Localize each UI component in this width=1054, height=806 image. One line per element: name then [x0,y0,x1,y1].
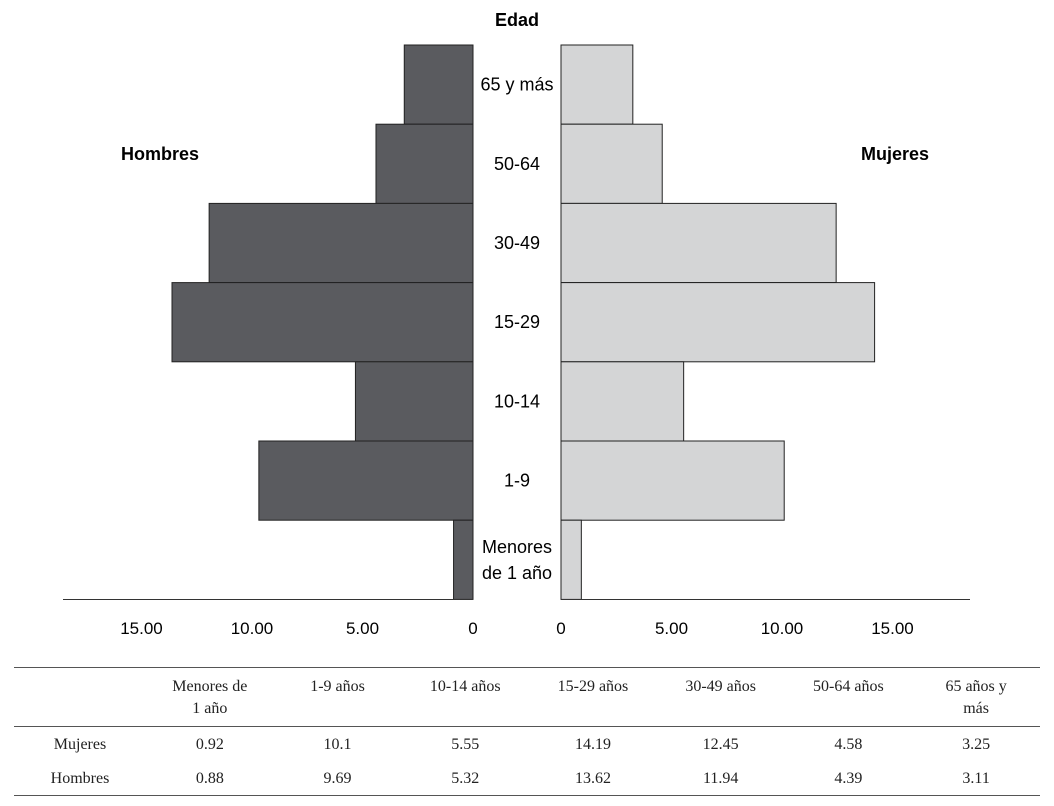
bar-mujeres [560,44,634,125]
bar-hombres [208,202,474,284]
bar-mujeres [560,361,685,442]
table-row: Hombres 0.88 9.69 5.32 13.62 11.94 4.39 … [14,761,1040,796]
age-category-label: 1-9 [504,471,530,491]
bar-hombres [453,519,474,600]
mujeres-bars [560,44,876,600]
table-cell: 12.45 [702,736,739,753]
table-header-cell: 1-9 años [310,678,365,695]
x-tick-label-left: 0 [468,619,477,638]
bar-hombres [171,282,474,363]
table-cell: 13.62 [574,770,611,787]
age-category-label: 15-29 [494,312,540,332]
bar-mujeres [560,202,837,284]
x-tick-label-right: 10.00 [761,619,804,638]
x-tick-label-left: 15.00 [120,619,163,638]
x-tick-label-right: 5.00 [655,619,688,638]
table-cell: 5.32 [451,770,480,787]
table-header-cell [14,668,146,727]
data-table-container: Menores de 1 año 1-9 años 10-14 años 15-… [14,667,1040,796]
table-header-cell: 50-64 años [813,678,884,695]
chart-title: Edad [495,10,539,30]
table-row-label: Hombres [50,770,110,787]
table-row: Mujeres 0.92 10.1 5.55 14.19 12.45 4.58 … [14,727,1040,762]
table-cell: 0.92 [195,736,224,753]
population-pyramid-chart: Edad Hombres Mujeres 65 y más 50-64 30-49 1… [63,10,970,638]
table-cell: 4.39 [834,770,863,787]
table-header-cell: Menores de 1 año [172,678,248,717]
table-cell: 10.1 [323,736,352,753]
x-tick-label-left: 5.00 [346,619,379,638]
table-cell: 0.88 [195,770,224,787]
age-category-label: 65 y más [480,75,553,95]
table-cell: 14.19 [574,736,611,753]
table-header-cell: 10-14 años [429,678,501,695]
bar-mujeres [560,123,663,204]
hombres-bars [171,44,474,600]
x-axis-ticks: 15.00 10.00 5.00 0 0 5.00 10.00 15.00 [120,619,914,638]
age-category-label: de 1 año [482,563,552,583]
data-table: Menores de 1 año 1-9 años 10-14 años 15-… [14,667,1040,796]
age-category-label: 50-64 [494,154,540,174]
age-category-labels: 65 y más 50-64 30-49 15-29 10-14 1-9 Menores de… [480,75,553,583]
bar-hombres [403,44,474,125]
age-category-label: 10-14 [494,391,540,411]
x-tick-label-right: 0 [556,619,565,638]
bar-mujeres [560,440,785,521]
table-row-label: Mujeres [53,736,107,753]
table-header-row: Menores de 1 año 1-9 años 10-14 años 15-… [14,667,1040,727]
series-label-hombres: Hombres [121,144,199,164]
age-category-label: 30-49 [494,233,540,253]
series-label-mujeres: Mujeres [861,144,929,164]
table-cell: 5.55 [451,736,480,753]
table-cell: 9.69 [323,770,352,787]
x-tick-label-right: 15.00 [871,619,914,638]
x-tick-label-left: 10.00 [231,619,274,638]
bar-hombres [258,440,474,521]
table-header-cell: 15-29 años [557,678,629,695]
age-category-label: Menores [482,537,552,557]
bar-hombres [375,123,474,204]
table-header-cell: 65 años y más [945,678,1007,717]
bar-mujeres [560,519,582,600]
table-header-cell: 30-49 años [685,678,756,695]
table-cell: 4.58 [834,736,863,753]
bar-mujeres [560,282,876,363]
table-cell: 3.11 [962,770,990,787]
bar-hombres [354,361,474,442]
table-cell: 3.25 [962,736,991,753]
table-cell: 11.94 [702,770,739,787]
